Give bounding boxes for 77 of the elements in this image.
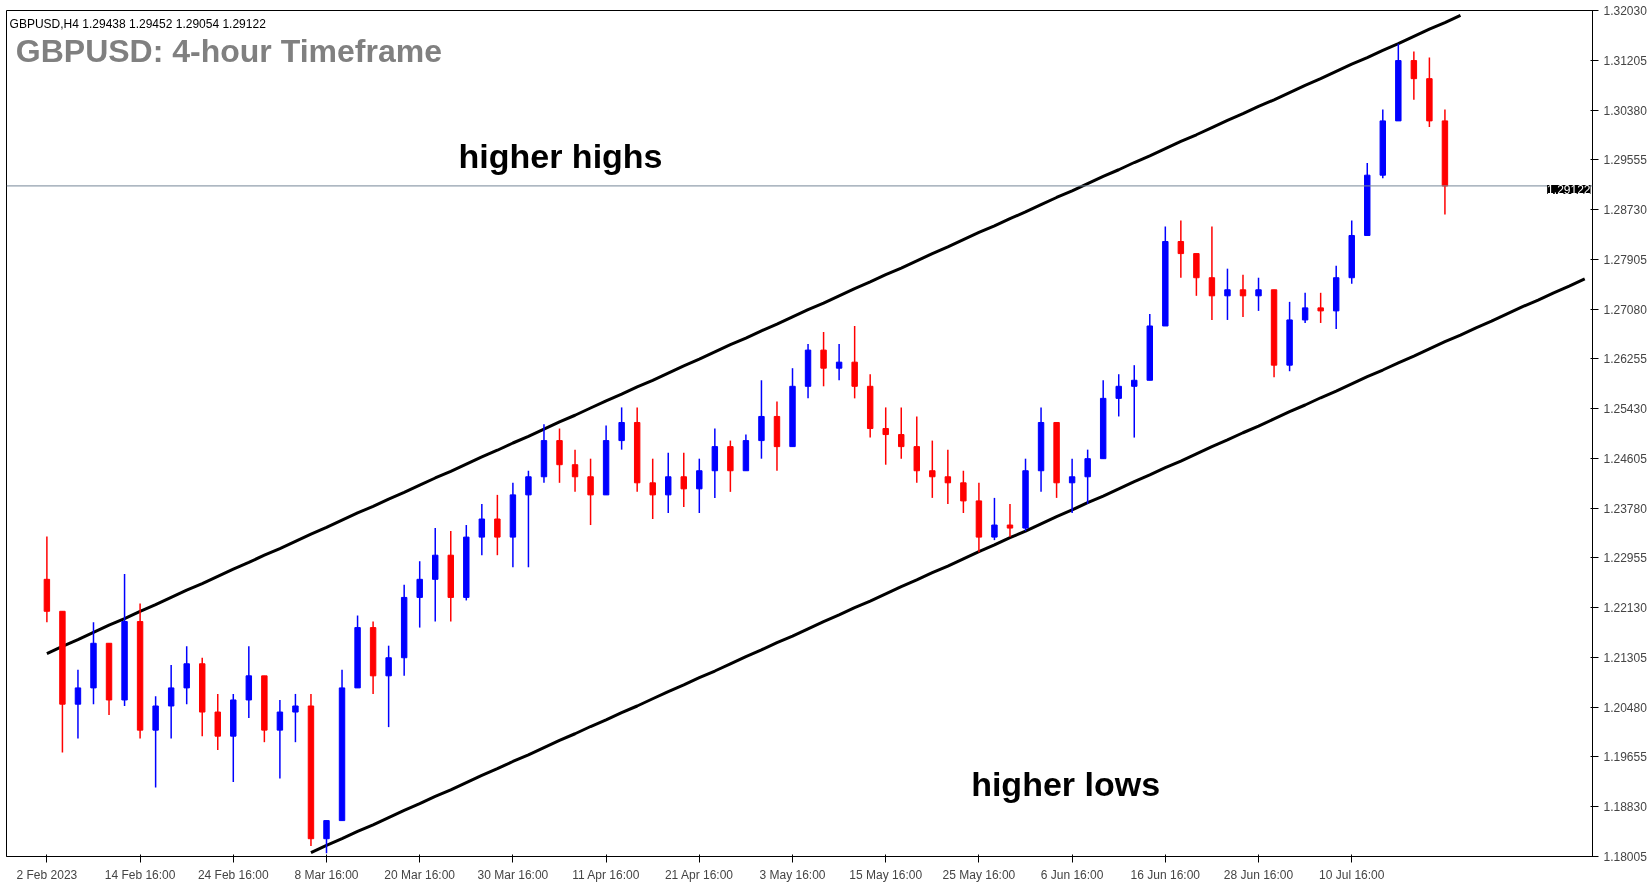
candlestick: [416, 560, 423, 629]
candlestick: [820, 331, 827, 388]
candlestick: [292, 693, 299, 743]
y-tick-label: 1.31205: [1603, 53, 1648, 68]
y-tick-label: 1.18830: [1603, 800, 1648, 815]
candlestick: [1239, 273, 1247, 318]
text: GBPUSD: 4-hour Timeframe: [15, 32, 442, 69]
x-tick-label: 3 May 16:00: [759, 867, 826, 882]
x-tick-label: 8 Mar 16:00: [294, 867, 359, 882]
candlestick: [74, 669, 82, 740]
candlestick: [571, 448, 579, 493]
annotation: higher highs: [458, 137, 663, 176]
candlestick: [1131, 364, 1138, 439]
candlestick: [1317, 292, 1324, 324]
line-series: [309, 277, 1587, 855]
candlestick: [1006, 503, 1014, 538]
x-tick-label: 10 Jul 16:00: [1319, 867, 1385, 882]
candlestick: [167, 664, 175, 740]
x-tick-label: 15 May 16:00: [849, 867, 923, 882]
x-tick-label: 24 Feb 16:00: [197, 867, 269, 882]
candlestick: [587, 457, 594, 526]
candlestick: [835, 343, 843, 382]
candlestick: [618, 406, 625, 451]
y-tick-label: 1.23780: [1603, 501, 1648, 516]
candlestick: [385, 644, 392, 728]
candlestick: [494, 494, 501, 556]
y-tick-label: 1.29555: [1603, 153, 1648, 168]
y-tick-label: 1.20480: [1603, 700, 1648, 715]
candlestick: [696, 457, 703, 514]
candlestick: [1224, 267, 1231, 321]
y-tick-label: 1.22130: [1603, 601, 1648, 616]
candlestick: [665, 451, 672, 514]
x-tick-label: 30 Mar 16:00: [477, 867, 549, 882]
candlestick: [478, 503, 486, 556]
y-tick-label: 1.27080: [1603, 302, 1648, 317]
x-tick-label: 21 Apr 16:00: [664, 867, 734, 882]
candlestick: [1208, 225, 1216, 321]
candlestick: [649, 457, 656, 520]
y-tick-label: 1.19655: [1603, 750, 1648, 765]
candlestick: [680, 451, 687, 508]
x-tick-label: 20 Mar 16:00: [384, 867, 456, 882]
x-tick-label: 2 Feb 2023: [16, 867, 78, 882]
y-tick-label: 1.32030: [1603, 4, 1648, 18]
candlestick: [276, 699, 284, 780]
candlestick: [1255, 276, 1262, 312]
x-tick-label: 25 May 16:00: [942, 867, 1016, 882]
annotation: higher lows: [971, 765, 1161, 804]
candlestick: [1068, 457, 1076, 514]
y-tick-label: 1.26255: [1603, 352, 1648, 367]
candlestick: [898, 406, 905, 460]
candlestick: [944, 448, 952, 505]
y-tick-label: 1.27905: [1603, 252, 1648, 267]
y-tick-label: 1.30380: [1603, 103, 1648, 118]
x-tick-label: 11 Apr 16:00: [572, 867, 640, 882]
candlestick: [1084, 448, 1091, 505]
candlestick: [991, 497, 998, 541]
y-tick-label: 1.28730: [1603, 203, 1648, 218]
x-tick-label: 16 Jun 16:00: [1130, 867, 1201, 882]
y-tick-label: 1.21305: [1603, 650, 1648, 665]
x-tick-label: 6 Jun 16:00: [1040, 867, 1104, 882]
x-tick-label: 28 Jun 16:00: [1223, 867, 1294, 882]
candlestick: [929, 439, 936, 499]
candlestick: [323, 819, 330, 854]
candlestick: [960, 470, 967, 514]
candlestick: [1410, 50, 1418, 101]
candlestick: [525, 470, 532, 569]
candlestick: [1115, 373, 1122, 418]
y-tick-label: 1.18005: [1603, 850, 1648, 864]
candlestick: [1301, 292, 1309, 324]
annotation: GBPUSD,H4 1.29438 1.29452 1.29054 1.29122: [9, 16, 267, 31]
y-tick-label: 1.25430: [1603, 402, 1648, 417]
y-tick-label: 1.22955: [1603, 551, 1648, 566]
x-tick-label: 14 Feb 16:00: [104, 867, 176, 882]
candlestick: [882, 406, 889, 466]
candlestick: [1177, 219, 1185, 279]
y-tick-label: 1.24605: [1603, 451, 1648, 466]
ref-line-label: 1.29122: [1547, 182, 1591, 197]
